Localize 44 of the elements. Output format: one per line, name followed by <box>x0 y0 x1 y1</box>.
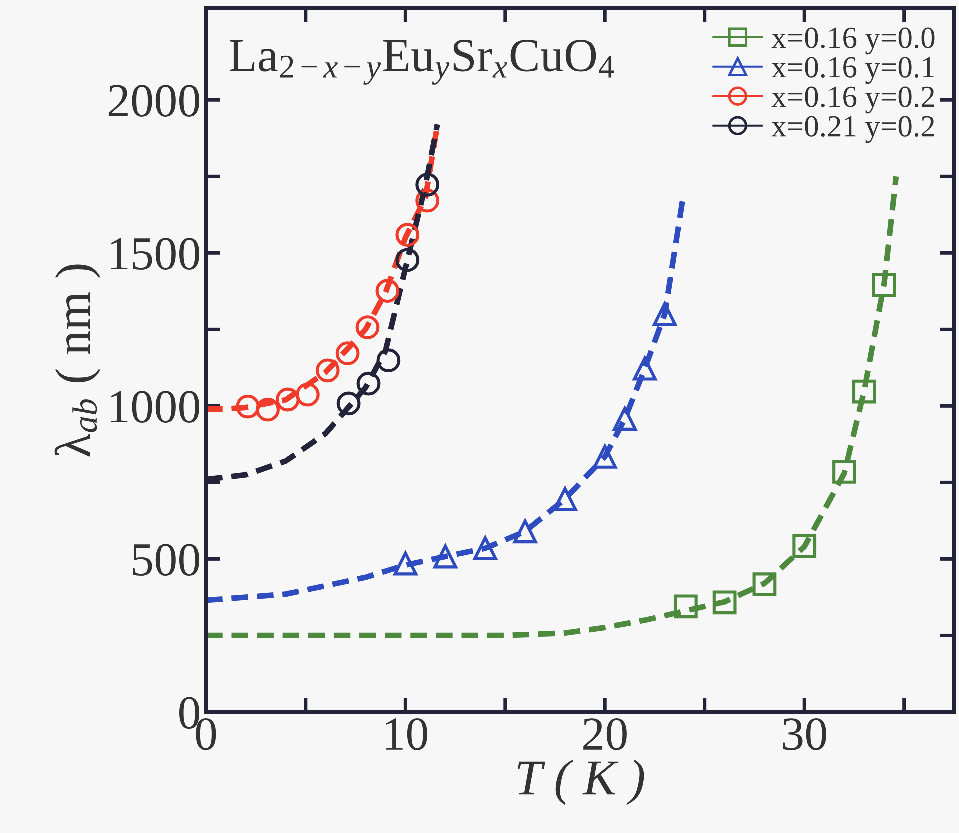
x-tick-label: 30 <box>783 718 826 750</box>
point <box>236 394 260 419</box>
x-tick-label: 20 <box>584 718 627 750</box>
point <box>474 536 498 560</box>
point <box>396 248 420 272</box>
point <box>752 572 777 597</box>
legend-label: x=0.21 y=0.2 <box>772 116 934 144</box>
point <box>434 544 458 569</box>
point <box>674 594 698 619</box>
point <box>633 356 657 381</box>
y-tick-label: 2000 <box>108 85 200 117</box>
point <box>613 407 638 431</box>
point <box>712 590 737 615</box>
y-tick-label: 500 <box>133 544 200 576</box>
legend-label: x=0.16 y=0.2 <box>772 86 934 114</box>
x-tick-label: 10 <box>386 718 428 750</box>
text: La$_{2−x−y}$Eu$_{y}$Sr$_{x}$CuO$_{4}$ <box>230 40 614 85</box>
legend-label: x=0.16 y=0.0 <box>772 28 935 55</box>
point <box>832 460 856 484</box>
x-axis-title: T ( K ) <box>518 760 644 806</box>
point <box>852 380 876 404</box>
point <box>296 382 320 407</box>
point <box>513 520 538 544</box>
legend-label: x=0.16 y=0.1 <box>772 57 934 84</box>
point <box>336 392 361 416</box>
point <box>356 316 380 340</box>
point <box>394 552 418 576</box>
y-axis-title: λ$_{ab}$ ( nm ) <box>54 264 101 457</box>
point <box>593 445 618 469</box>
point <box>396 223 420 248</box>
point <box>872 273 896 298</box>
point <box>792 534 817 558</box>
point <box>416 172 440 197</box>
y-tick-label: 1500 <box>111 238 200 270</box>
point <box>256 398 280 422</box>
point <box>376 348 401 373</box>
point <box>553 487 578 512</box>
point <box>276 388 300 412</box>
point <box>356 372 381 396</box>
point <box>376 279 400 304</box>
point <box>653 302 677 326</box>
point <box>336 342 360 366</box>
point <box>316 358 340 383</box>
y-tick-label: 1000 <box>111 391 200 424</box>
